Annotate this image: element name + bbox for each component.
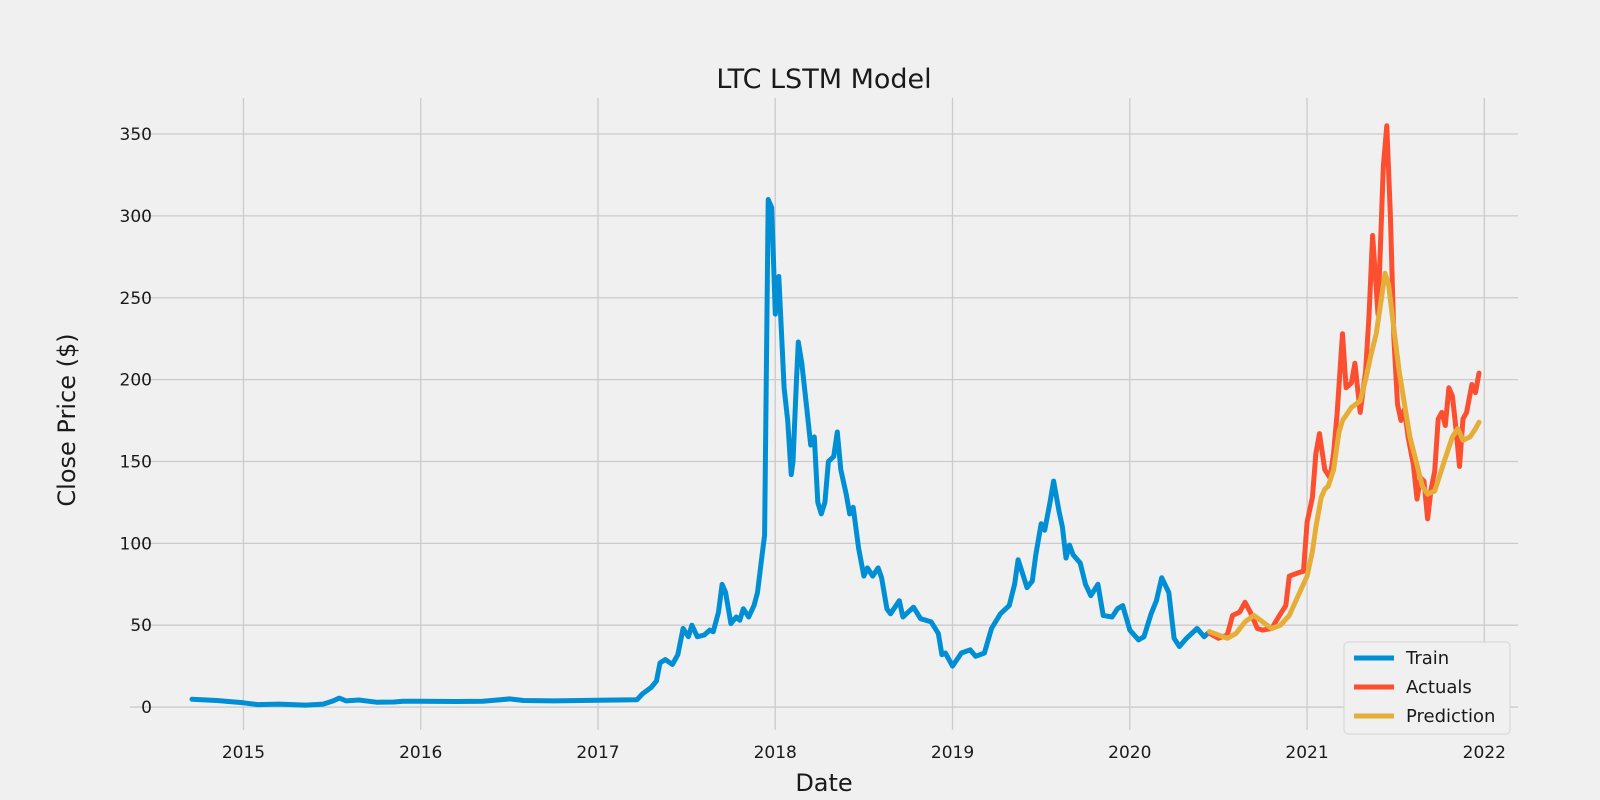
y-tick-label: 100	[120, 534, 152, 554]
x-tick-label: 2017	[576, 743, 619, 763]
legend: Train Actuals Prediction	[1343, 641, 1511, 735]
x-axis-label: Date	[795, 769, 852, 797]
series-line-actuals	[1207, 123, 1482, 641]
chart-title: LTC LSTM Model	[716, 64, 931, 95]
y-tick-label: 250	[120, 289, 152, 309]
y-tick-label: 300	[120, 207, 152, 227]
x-tick-label: 2018	[754, 743, 797, 763]
y-tick-label: 50	[130, 616, 152, 636]
x-tick-label: 2016	[399, 743, 442, 763]
x-tick-label: 2022	[1463, 743, 1506, 763]
y-tick-label: 200	[120, 371, 152, 391]
legend-box	[1343, 641, 1511, 735]
series-line-train	[189, 197, 1213, 708]
legend-label-prediction: Prediction	[1406, 706, 1495, 727]
x-tick-label: 2019	[931, 743, 974, 763]
y-tick-label: 350	[120, 125, 152, 145]
x-tick-label: 2021	[1285, 743, 1328, 763]
series-layer	[189, 123, 1482, 708]
y-tick-label: 0	[141, 698, 152, 718]
legend-label-train: Train	[1405, 648, 1449, 669]
x-tick-label: 2020	[1108, 743, 1151, 763]
y-axis-label: Close Price ($)	[53, 333, 81, 506]
x-tick-label: 2015	[222, 743, 265, 763]
y-gridlines	[130, 133, 1518, 708]
legend-label-actuals: Actuals	[1406, 677, 1472, 698]
x-tick-labels: 2015 2016 2017 2018 2019 2020 2021 2022	[222, 743, 1506, 763]
y-tick-label: 150	[120, 452, 152, 472]
series-line-prediction	[1207, 270, 1482, 641]
y-tick-labels: 0 50 100 150 200 250 300 350	[120, 125, 152, 718]
